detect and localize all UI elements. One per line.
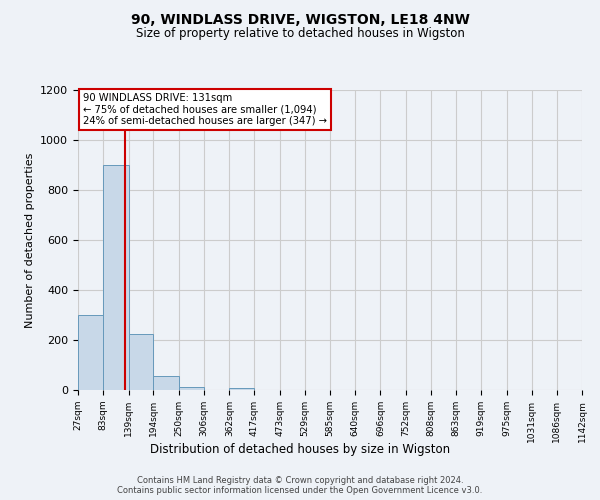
Text: Distribution of detached houses by size in Wigston: Distribution of detached houses by size … xyxy=(150,442,450,456)
Text: 90 WINDLASS DRIVE: 131sqm
← 75% of detached houses are smaller (1,094)
24% of se: 90 WINDLASS DRIVE: 131sqm ← 75% of detac… xyxy=(83,93,327,126)
Text: Size of property relative to detached houses in Wigston: Size of property relative to detached ho… xyxy=(136,28,464,40)
Bar xyxy=(229,388,254,390)
Bar xyxy=(103,165,128,390)
Bar xyxy=(78,315,103,390)
Y-axis label: Number of detached properties: Number of detached properties xyxy=(25,152,35,328)
Bar xyxy=(154,376,179,390)
Text: 90, WINDLASS DRIVE, WIGSTON, LE18 4NW: 90, WINDLASS DRIVE, WIGSTON, LE18 4NW xyxy=(131,12,469,26)
Bar xyxy=(128,334,154,390)
Text: Contains HM Land Registry data © Crown copyright and database right 2024.
Contai: Contains HM Land Registry data © Crown c… xyxy=(118,476,482,495)
Bar xyxy=(179,387,204,390)
